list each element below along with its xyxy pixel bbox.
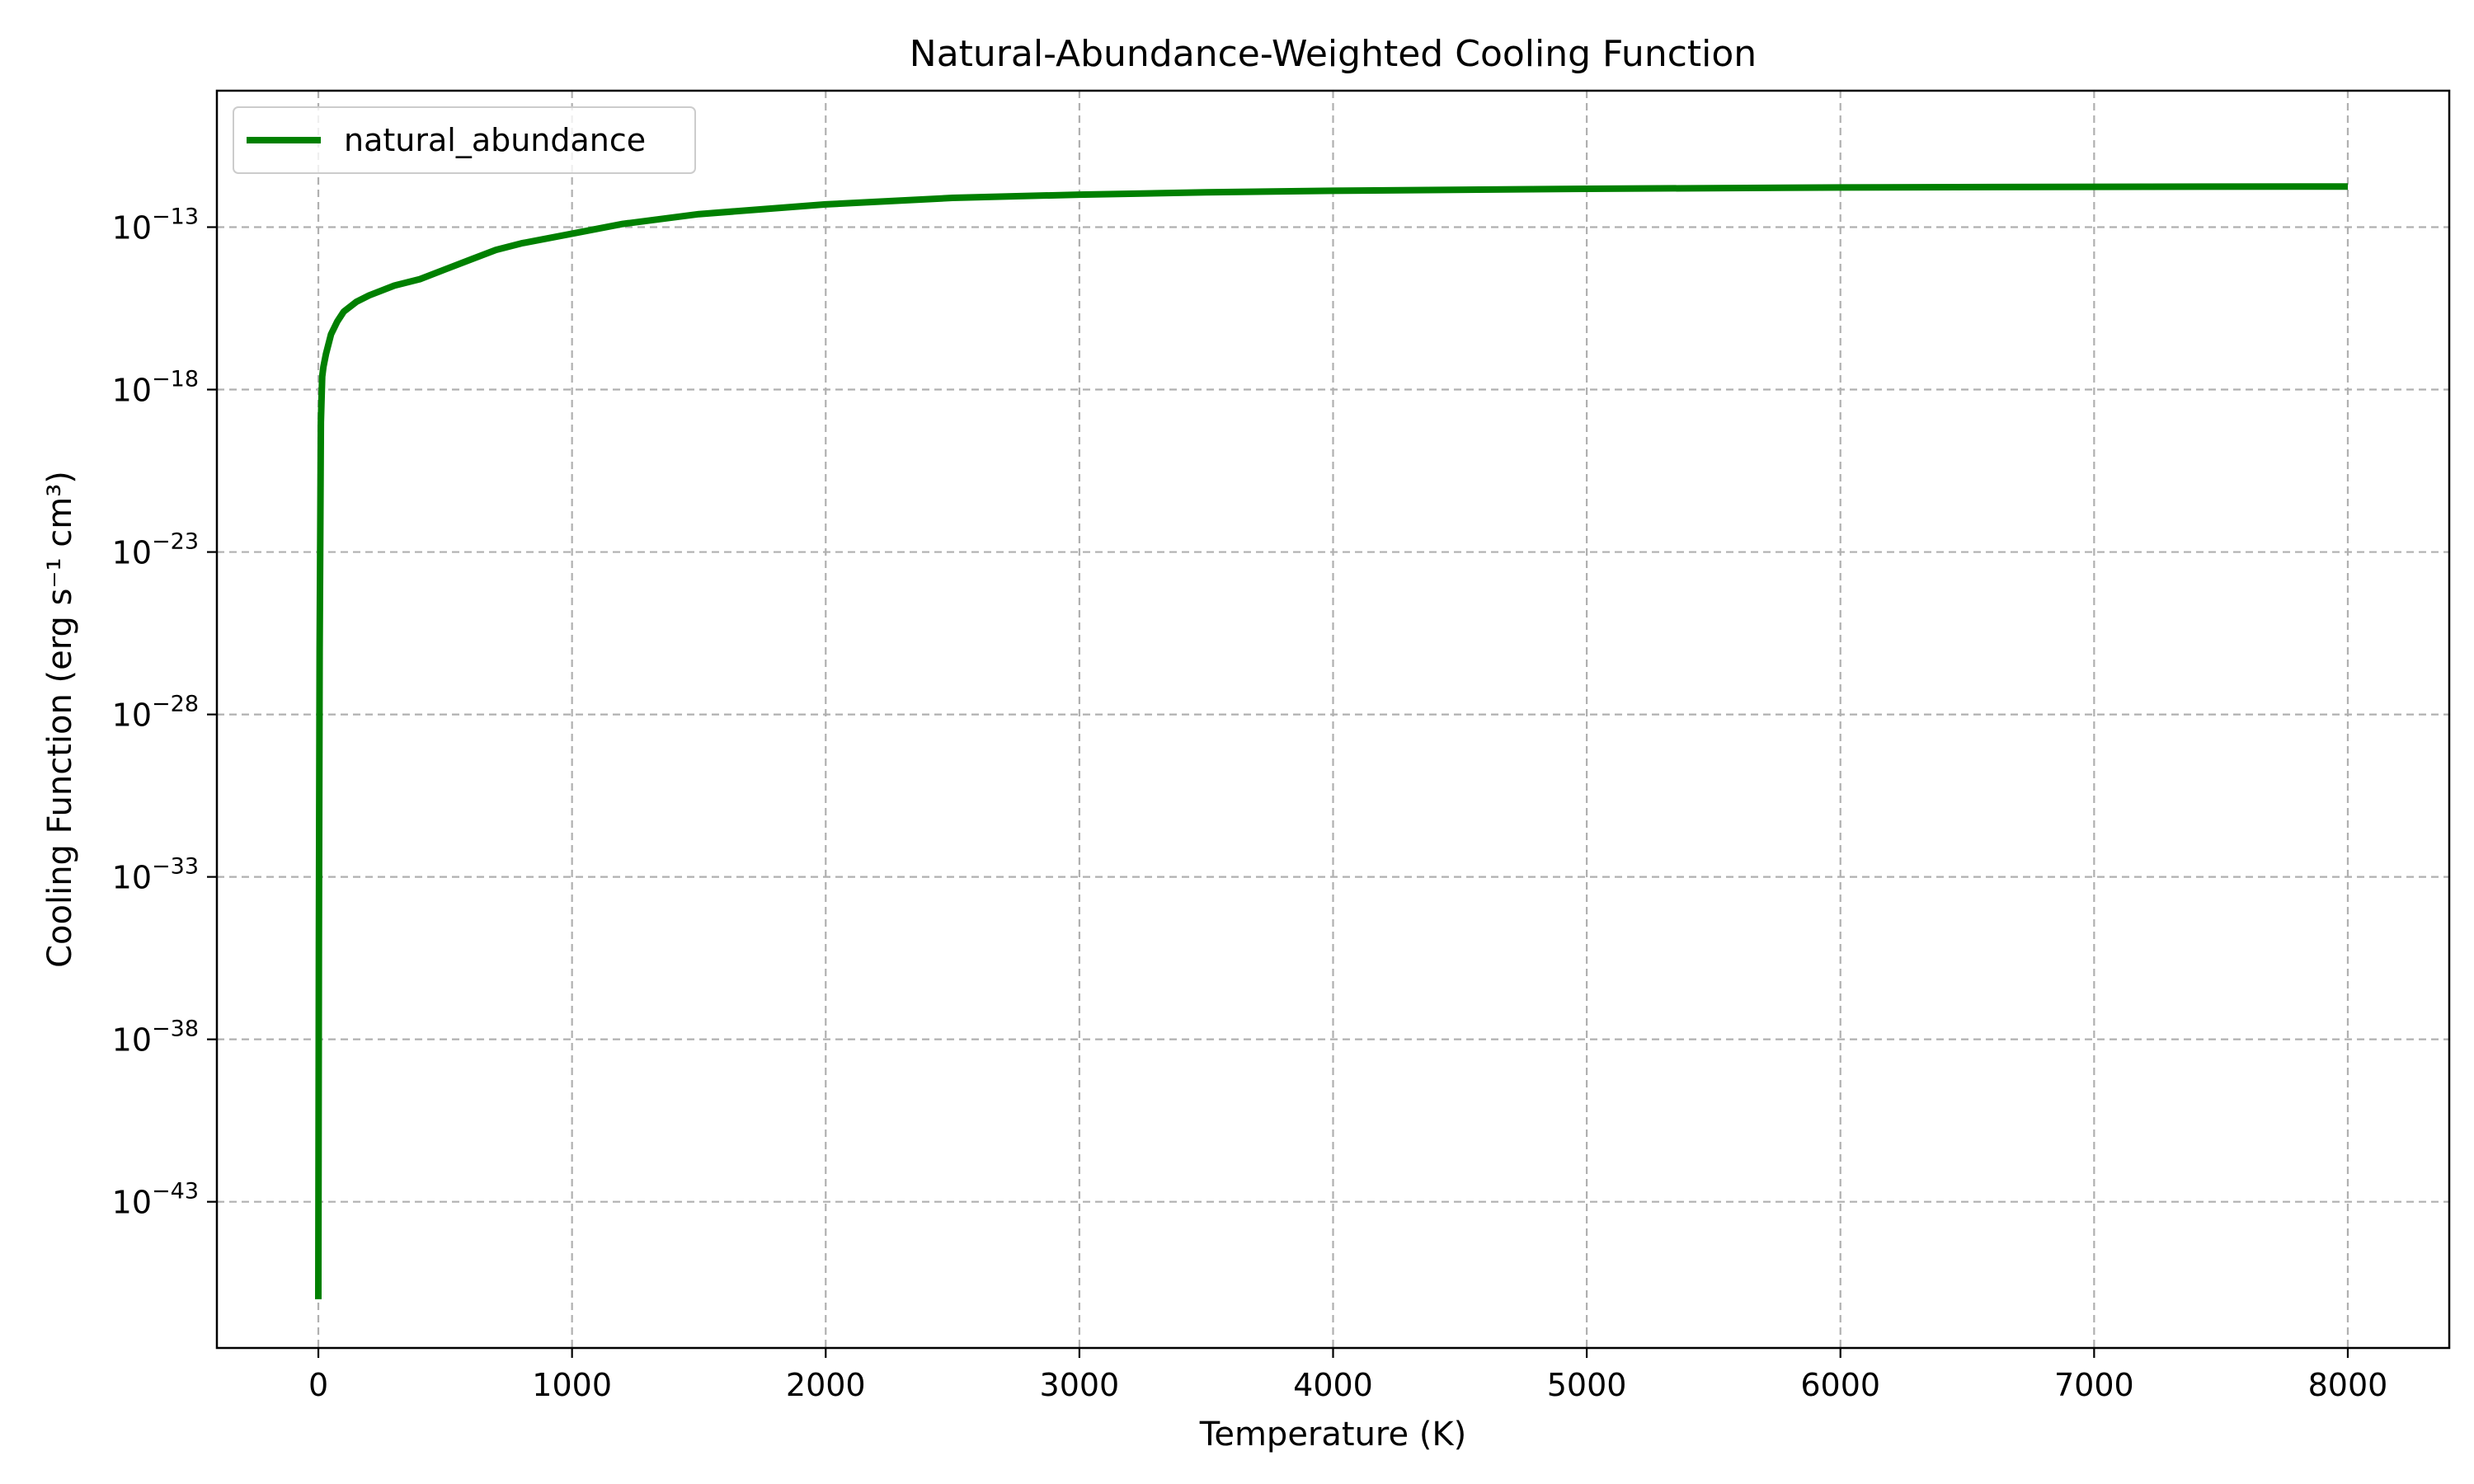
grid (217, 91, 2449, 1348)
series-line-natural_abundance (315, 183, 2349, 1299)
x-tick-label: 4000 (1293, 1367, 1373, 1403)
x-axis-label: Temperature (K) (1199, 1416, 1467, 1453)
y-tick-label: 10−23 (112, 529, 199, 571)
x-tick-label: 8000 (2308, 1367, 2388, 1403)
chart-title: Natural-Abundance-Weighted Cooling Funct… (910, 33, 1757, 75)
x-tick-label: 2000 (786, 1367, 866, 1403)
x-tick-label: 0 (308, 1367, 328, 1403)
series-layer (315, 183, 2349, 1299)
y-tick-label: 10−13 (112, 204, 199, 247)
legend: natural_abundance (233, 106, 696, 174)
y-tick-label: 10−18 (112, 367, 199, 409)
y-axis-label: Cooling Function (erg s⁻¹ cm³) (41, 471, 79, 968)
y-tick-label: 10−43 (112, 1179, 199, 1221)
legend-box (233, 106, 696, 174)
legend-label-natural_abundance: natural_abundance (344, 122, 646, 158)
x-axis-ticks: 0 1000 2000 3000 4000 5000 6000 7000 8000 (308, 1348, 2387, 1403)
y-tick-label: 10−28 (112, 692, 199, 734)
x-tick-label: 5000 (1547, 1367, 1627, 1403)
x-tick-label: 3000 (1040, 1367, 1120, 1403)
y-axis-ticks: 10−13 10−18 10−23 10−28 10−33 10−38 10−43 (112, 204, 217, 1221)
x-tick-label: 1000 (532, 1367, 612, 1403)
x-tick-label: 6000 (1800, 1367, 1880, 1403)
x-tick-label: 7000 (2054, 1367, 2134, 1403)
y-tick-label: 10−33 (112, 854, 199, 896)
y-tick-label: 10−38 (112, 1017, 199, 1059)
